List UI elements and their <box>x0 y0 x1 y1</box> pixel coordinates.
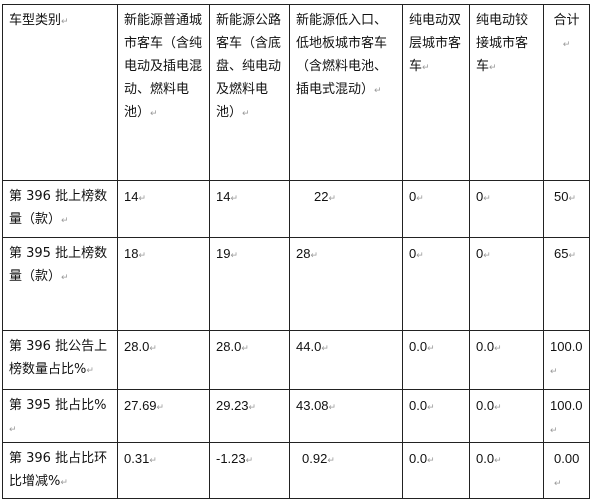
data-cell: 0.92↵ <box>289 442 403 499</box>
row-label: 第 396 批上榜数量（款）↵ <box>2 180 118 238</box>
table-row: 第 395 批上榜数量（款）↵ 18↵ 19↵ 28↵ 0↵ 0↵ 65↵ <box>2 237 590 331</box>
header-cell: 新能源普通城市客车（含纯电动及插电混动、燃料电池）↵ <box>117 4 210 181</box>
data-cell: 0↵ <box>402 180 470 238</box>
table-row: 第 396 批公告上榜数量占比%↵ 28.0↵ 28.0↵ 44.0↵ 0.0↵… <box>2 330 590 390</box>
data-cell: 0↵ <box>469 180 544 238</box>
data-cell: 0.0↵ <box>469 389 544 443</box>
vehicle-stats-table: 车型类别↵ 新能源普通城市客车（含纯电动及插电混动、燃料电池）↵ 新能源公路客车… <box>2 4 590 499</box>
data-cell: 50↵ <box>543 180 590 238</box>
header-cell: 纯电动双层城市客车↵ <box>402 4 470 181</box>
data-cell: 14↵ <box>117 180 210 238</box>
header-cell: 纯电动铰接城市客车↵ <box>469 4 544 181</box>
header-cell: 新能源公路客车（含底盘、纯电动及燃料电池）↵ <box>209 4 290 181</box>
row-label: 第 396 批占比环比增减%↵ <box>2 442 118 499</box>
header-cell: 新能源低入口、低地板城市客车（含燃料电池、插电式混动）↵ <box>289 4 403 181</box>
data-cell: 44.0↵ <box>289 330 403 390</box>
data-cell: 28↵ <box>289 237 403 331</box>
data-cell: 0.0↵ <box>402 389 470 443</box>
data-cell: 19↵ <box>209 237 290 331</box>
data-cell: 0.0↵ <box>469 330 544 390</box>
data-cell: 0↵ <box>469 237 544 331</box>
data-cell: 0.31↵ <box>117 442 210 499</box>
table-row: 第 396 批上榜数量（款）↵ 14↵ 14↵ 22↵ 0↵ 0↵ 50↵ <box>2 180 590 238</box>
data-cell: 28.0↵ <box>209 330 290 390</box>
header-row: 车型类别↵ 新能源普通城市客车（含纯电动及插电混动、燃料电池）↵ 新能源公路客车… <box>2 4 590 181</box>
data-cell: 0.0↵ <box>402 330 470 390</box>
data-cell: 0↵ <box>402 237 470 331</box>
row-label: 第 395 批上榜数量（款）↵ <box>2 237 118 331</box>
header-cell: 合计↵ <box>543 4 590 181</box>
data-cell: 0.0↵ <box>402 442 470 499</box>
data-cell: 22↵ <box>289 180 403 238</box>
header-cell: 车型类别↵ <box>2 4 118 181</box>
row-label: 第 396 批公告上榜数量占比%↵ <box>2 330 118 390</box>
data-cell: 100.0↵ <box>543 330 590 390</box>
data-cell: 18↵ <box>117 237 210 331</box>
row-label: 第 395 批占比%↵ <box>2 389 118 443</box>
data-cell: 28.0↵ <box>117 330 210 390</box>
table-row: 第 396 批占比环比增减%↵ 0.31↵ -1.23↵ 0.92↵ 0.0↵ … <box>2 442 590 499</box>
data-cell: 43.08↵ <box>289 389 403 443</box>
data-cell: 14↵ <box>209 180 290 238</box>
data-cell: -1.23↵ <box>209 442 290 499</box>
data-cell: 0.00↵ <box>543 442 590 499</box>
table-row: 第 395 批占比%↵ 27.69↵ 29.23↵ 43.08↵ 0.0↵ 0.… <box>2 389 590 443</box>
data-cell: 100.0↵ <box>543 389 590 443</box>
data-cell: 27.69↵ <box>117 389 210 443</box>
data-cell: 0.0↵ <box>469 442 544 499</box>
data-cell: 65↵ <box>543 237 590 331</box>
data-cell: 29.23↵ <box>209 389 290 443</box>
